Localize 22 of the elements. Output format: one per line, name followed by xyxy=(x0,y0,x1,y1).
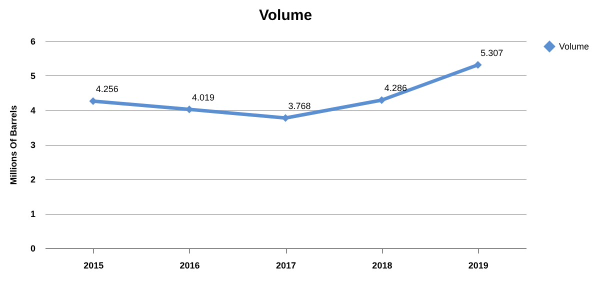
data-label: 3.768 xyxy=(288,101,311,112)
x-tick-label: 2017 xyxy=(276,260,296,270)
y-tick-label: 6 xyxy=(30,36,36,46)
point xyxy=(474,61,482,69)
y-tick-label: 2 xyxy=(30,174,36,184)
data-label: 5.307 xyxy=(480,48,504,58)
y-tick-label: 4 xyxy=(30,106,36,116)
data-label: 4.256 xyxy=(96,84,118,94)
x-tick-label: 2018 xyxy=(372,260,392,270)
y-tick-label: 3 xyxy=(30,140,36,150)
y-tick-label: 5 xyxy=(30,71,36,81)
y-tick-label: 1 xyxy=(30,209,36,219)
data-label: 4.286 xyxy=(384,83,407,94)
x-tick-label: 2016 xyxy=(180,260,200,270)
chart-title: Volume xyxy=(258,7,312,24)
legend-label: Volume xyxy=(559,42,590,52)
data-label: 4.019 xyxy=(192,92,215,102)
x-tick-label: 2019 xyxy=(468,260,488,270)
x-tick-label: 2015 xyxy=(84,260,104,270)
y-tick-label: 0 xyxy=(30,244,36,254)
point xyxy=(89,97,97,106)
y-axis-title: Millions Of Barrels xyxy=(8,105,18,185)
